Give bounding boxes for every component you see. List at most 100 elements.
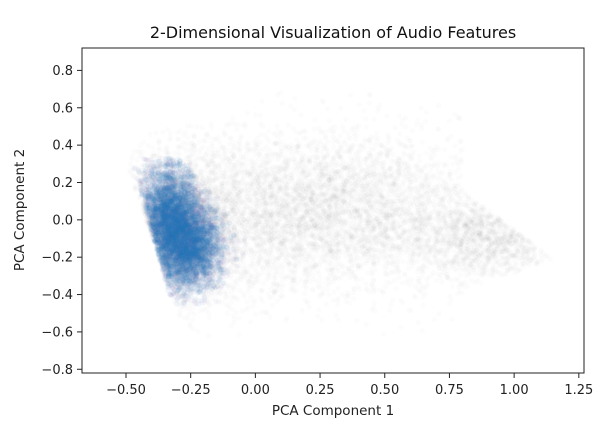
gray-data-point: [304, 285, 309, 290]
gray-data-point: [259, 99, 264, 104]
gray-data-point: [457, 139, 462, 144]
gray-data-point: [286, 123, 291, 128]
gray-data-point: [275, 92, 280, 97]
gray-data-point: [442, 147, 447, 152]
gray-data-point: [452, 143, 457, 148]
gray-data-point: [437, 177, 442, 182]
gray-data-point: [225, 311, 230, 316]
gray-data-point: [266, 139, 271, 144]
gray-data-point: [279, 288, 284, 293]
gray-data-point: [357, 102, 362, 107]
gray-data-point: [400, 259, 405, 264]
gray-data-point: [150, 145, 155, 150]
gray-data-point: [417, 158, 422, 163]
gray-data-point: [458, 272, 463, 277]
gray-data-point: [167, 137, 172, 142]
gray-data-point: [353, 136, 358, 141]
gray-data-point: [262, 132, 267, 137]
gray-data-point: [463, 280, 468, 285]
gray-data-point: [197, 140, 202, 145]
gray-data-point: [326, 292, 331, 297]
gray-data-point: [410, 128, 415, 133]
gray-data-point: [428, 168, 433, 173]
gray-data-point: [194, 124, 199, 129]
gray-data-point: [245, 299, 250, 304]
gray-data-point: [449, 317, 454, 322]
gray-data-point: [363, 116, 368, 121]
gray-data-point: [234, 127, 239, 132]
gray-data-point: [148, 132, 153, 137]
gray-data-point: [304, 136, 309, 141]
gray-data-point: [253, 312, 258, 317]
gray-data-point: [426, 275, 431, 280]
gray-data-point: [423, 151, 428, 156]
gray-data-point: [187, 321, 192, 326]
gray-data-point: [175, 136, 180, 141]
chart-title: 2-Dimensional Visualization of Audio Fea…: [150, 23, 516, 42]
gray-data-point: [183, 130, 188, 135]
gray-data-point: [325, 287, 330, 292]
gray-data-point: [367, 100, 372, 105]
gray-data-point: [336, 286, 341, 291]
gray-data-point: [362, 108, 367, 113]
gray-data-point: [275, 299, 280, 304]
gray-data-point: [350, 126, 355, 131]
gray-data-point: [268, 315, 273, 320]
gray-data-point: [316, 307, 321, 312]
gray-data-point: [249, 295, 254, 300]
gray-data-point: [432, 317, 437, 322]
gray-data-point: [459, 268, 464, 273]
gray-data-point: [160, 130, 165, 135]
gray-data-point: [185, 135, 190, 140]
gray-data-point: [424, 110, 429, 115]
gray-data-point: [315, 314, 320, 319]
gray-data-point: [275, 157, 280, 162]
gray-data-point: [318, 139, 323, 144]
gray-data-point: [423, 173, 428, 178]
gray-data-point: [377, 103, 382, 108]
gray-data-point: [299, 308, 304, 313]
gray-data-point: [447, 118, 452, 123]
gray-data-point: [153, 130, 158, 135]
gray-data-point: [270, 303, 275, 308]
gray-data-point: [374, 247, 379, 252]
gray-data-point: [287, 273, 292, 278]
gray-data-point: [178, 128, 183, 133]
gray-data-point: [227, 141, 232, 146]
gray-data-point: [253, 112, 258, 117]
gray-data-point: [274, 124, 279, 129]
gray-data-point: [218, 143, 223, 148]
gray-data-point: [394, 286, 399, 291]
gray-data-point: [402, 174, 407, 179]
gray-data-point: [213, 137, 218, 142]
gray-data-point: [302, 291, 307, 296]
gray-data-point: [371, 117, 376, 122]
gray-data-point: [400, 117, 405, 122]
gray-data-point: [417, 153, 422, 158]
gray-data-point: [325, 106, 330, 111]
gray-data-point: [132, 149, 137, 154]
gray-data-point: [258, 310, 263, 315]
gray-data-point: [253, 298, 258, 303]
gray-data-point: [453, 154, 458, 159]
gray-data-point: [420, 328, 425, 333]
gray-data-point: [230, 116, 235, 121]
gray-data-point: [448, 169, 453, 174]
gray-data-point: [423, 119, 428, 124]
gray-data-point: [137, 143, 142, 148]
gray-data-point: [229, 299, 234, 304]
gray-data-point: [236, 332, 241, 337]
gray-data-point: [200, 125, 205, 130]
gray-data-point: [316, 268, 321, 273]
gray-data-point: [416, 320, 421, 325]
gray-data-point: [449, 177, 454, 182]
gray-data-point: [456, 176, 461, 181]
gray-data-point: [307, 145, 312, 150]
gray-data-point: [396, 275, 401, 280]
gray-data-point: [445, 136, 450, 141]
gray-data-point: [236, 316, 241, 321]
gray-data-point: [453, 170, 458, 175]
gray-data-point: [331, 289, 336, 294]
gray-data-point: [359, 277, 364, 282]
